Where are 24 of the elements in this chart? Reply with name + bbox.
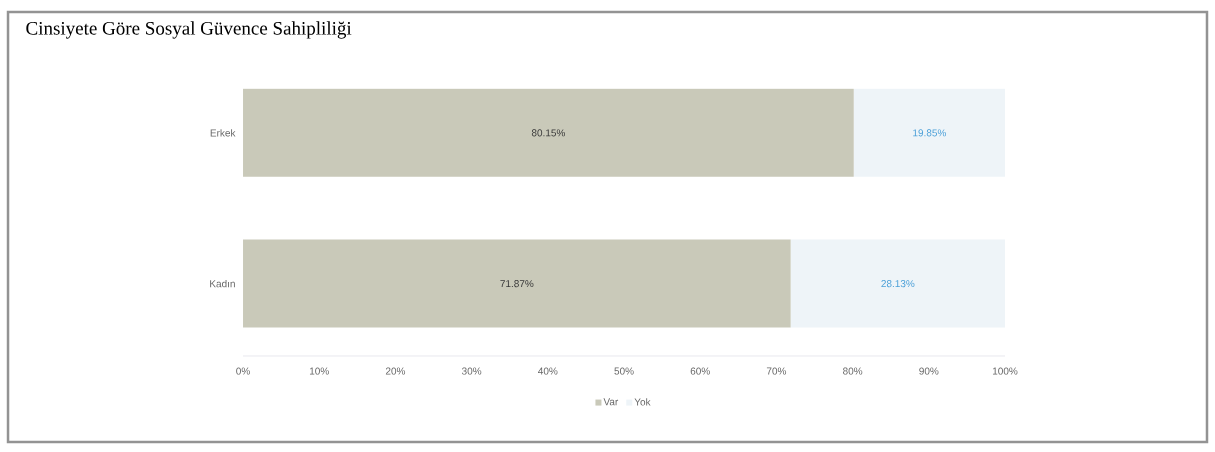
x-tick-label: 70% [766, 367, 787, 375]
x-tick-label: 10% [309, 367, 329, 375]
bar [243, 239, 791, 328]
y-tick-label: Erkek [210, 129, 236, 137]
x-tick-label: 0% [236, 367, 250, 375]
x-tick-label: 90% [919, 367, 939, 375]
x-tick-label: 20% [385, 367, 406, 375]
legend-label: Yok [634, 398, 651, 406]
data-label: 71.87% [500, 280, 534, 288]
data-label: 19.85% [913, 129, 946, 137]
y-tick-label: Kadın [210, 279, 235, 288]
x-tick-label: 100% [992, 367, 1018, 375]
data-label: 28.13% [881, 280, 915, 288]
legend-label: Var [603, 398, 619, 406]
data-label: 80.15% [531, 129, 565, 137]
x-tick-label: 80% [843, 367, 863, 375]
chart-title: Cinsiyete Göre Sosyal Güvence Sahipliliği [26, 21, 352, 39]
x-tick-label: 60% [690, 367, 710, 375]
x-tick-label: 30% [461, 367, 482, 375]
bar [853, 88, 1005, 177]
bar [790, 239, 1005, 328]
bar [243, 88, 854, 177]
x-tick-label: 50% [614, 367, 634, 375]
x-tick-label: 40% [538, 367, 558, 375]
